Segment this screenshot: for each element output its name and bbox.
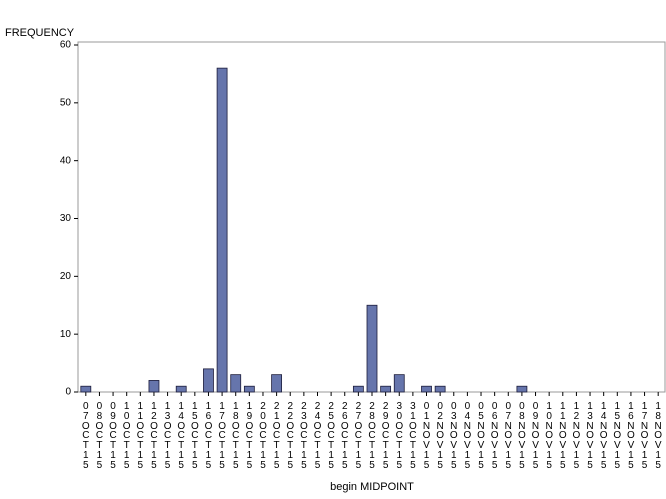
x-tick-label: 11OCT15 [136,401,145,471]
x-tick-label: 31OCT15 [408,401,417,471]
x-tick-label: 06NOV15 [490,401,499,471]
bar [380,385,392,393]
x-tick-label: 10NOV15 [545,401,554,471]
bar [148,380,160,393]
x-tick-label: 17OCT15 [218,401,226,471]
x-tick-label: 25OCT15 [327,401,335,471]
x-tick-label: 18NOV15 [654,401,663,471]
bar [175,385,187,393]
bar [203,368,214,393]
x-tick-label: 26OCT15 [340,401,349,471]
bar [434,385,446,393]
x-tick-label: 15OCT15 [190,401,199,471]
x-axis-label: begin MIDPOINT [330,481,414,493]
bar [366,304,378,393]
x-tick-label: 29OCT15 [381,401,390,471]
bar [352,385,364,393]
y-axis-label: FREQUENCY [5,27,75,39]
x-tick-label: 13OCT15 [163,401,172,471]
y-tick-label: 10 [60,329,72,340]
x-tick-label: 08OCT15 [95,401,104,471]
x-tick-label: 28OCT15 [368,401,376,471]
bar [230,374,242,393]
y-tick-label: 60 [60,40,72,51]
y-tick-label: 50 [60,97,72,108]
x-tick-label: 11NOV15 [558,401,567,471]
x-tick-label: 27OCT15 [354,401,363,471]
y-tick-label: 0 [65,387,71,398]
x-tick-label: 14NOV15 [599,401,608,471]
x-tick-label: 18OCT15 [231,401,240,471]
bar [421,385,432,393]
x-tick-label: 03NOV15 [449,401,458,471]
x-tick-label: 20OCT15 [259,401,267,471]
x-tick-label: 21OCT15 [272,401,281,471]
x-tick-label: 19OCT15 [245,401,254,471]
x-tick-label: 16NOV15 [627,401,635,471]
bar [393,374,405,393]
x-tick-label: 07OCT15 [81,401,90,471]
x-tick-label: 08NOV15 [518,401,526,471]
x-tick-label: 30OCT15 [395,401,404,471]
y-tick-label: 30 [60,213,72,224]
x-tick-label: 22OCT15 [286,401,295,471]
x-tick-label: 01NOV15 [422,401,431,471]
bar [216,67,228,393]
x-tick-label: 24OCT15 [313,401,322,471]
bar [243,385,255,393]
x-tick-label: 12NOV15 [572,401,581,471]
x-tick-label: 10OCT15 [122,401,131,471]
x-tick-label: 07NOV15 [504,401,513,471]
x-tick-label: 05NOV15 [477,401,485,471]
x-tick-label: 14OCT15 [177,401,186,471]
x-tick-label: 09OCT15 [109,401,117,471]
y-tick-label: 20 [60,271,72,282]
x-tick-label: 13NOV15 [586,401,594,471]
x-tick-label: 12OCT15 [150,401,158,471]
y-tick-label: 40 [60,155,72,166]
x-tick-label: 04NOV15 [463,401,472,471]
x-tick-label: 16OCT15 [204,401,213,471]
bar [80,385,92,393]
x-tick-label: 23OCT15 [299,401,308,471]
x-tick-label: 17NOV15 [640,401,649,471]
x-tick-label: 02NOV15 [436,401,445,471]
x-tick-label: 09NOV15 [531,401,540,471]
bar [516,385,528,393]
x-tick-label: 15NOV15 [613,401,622,471]
bar [271,374,283,393]
